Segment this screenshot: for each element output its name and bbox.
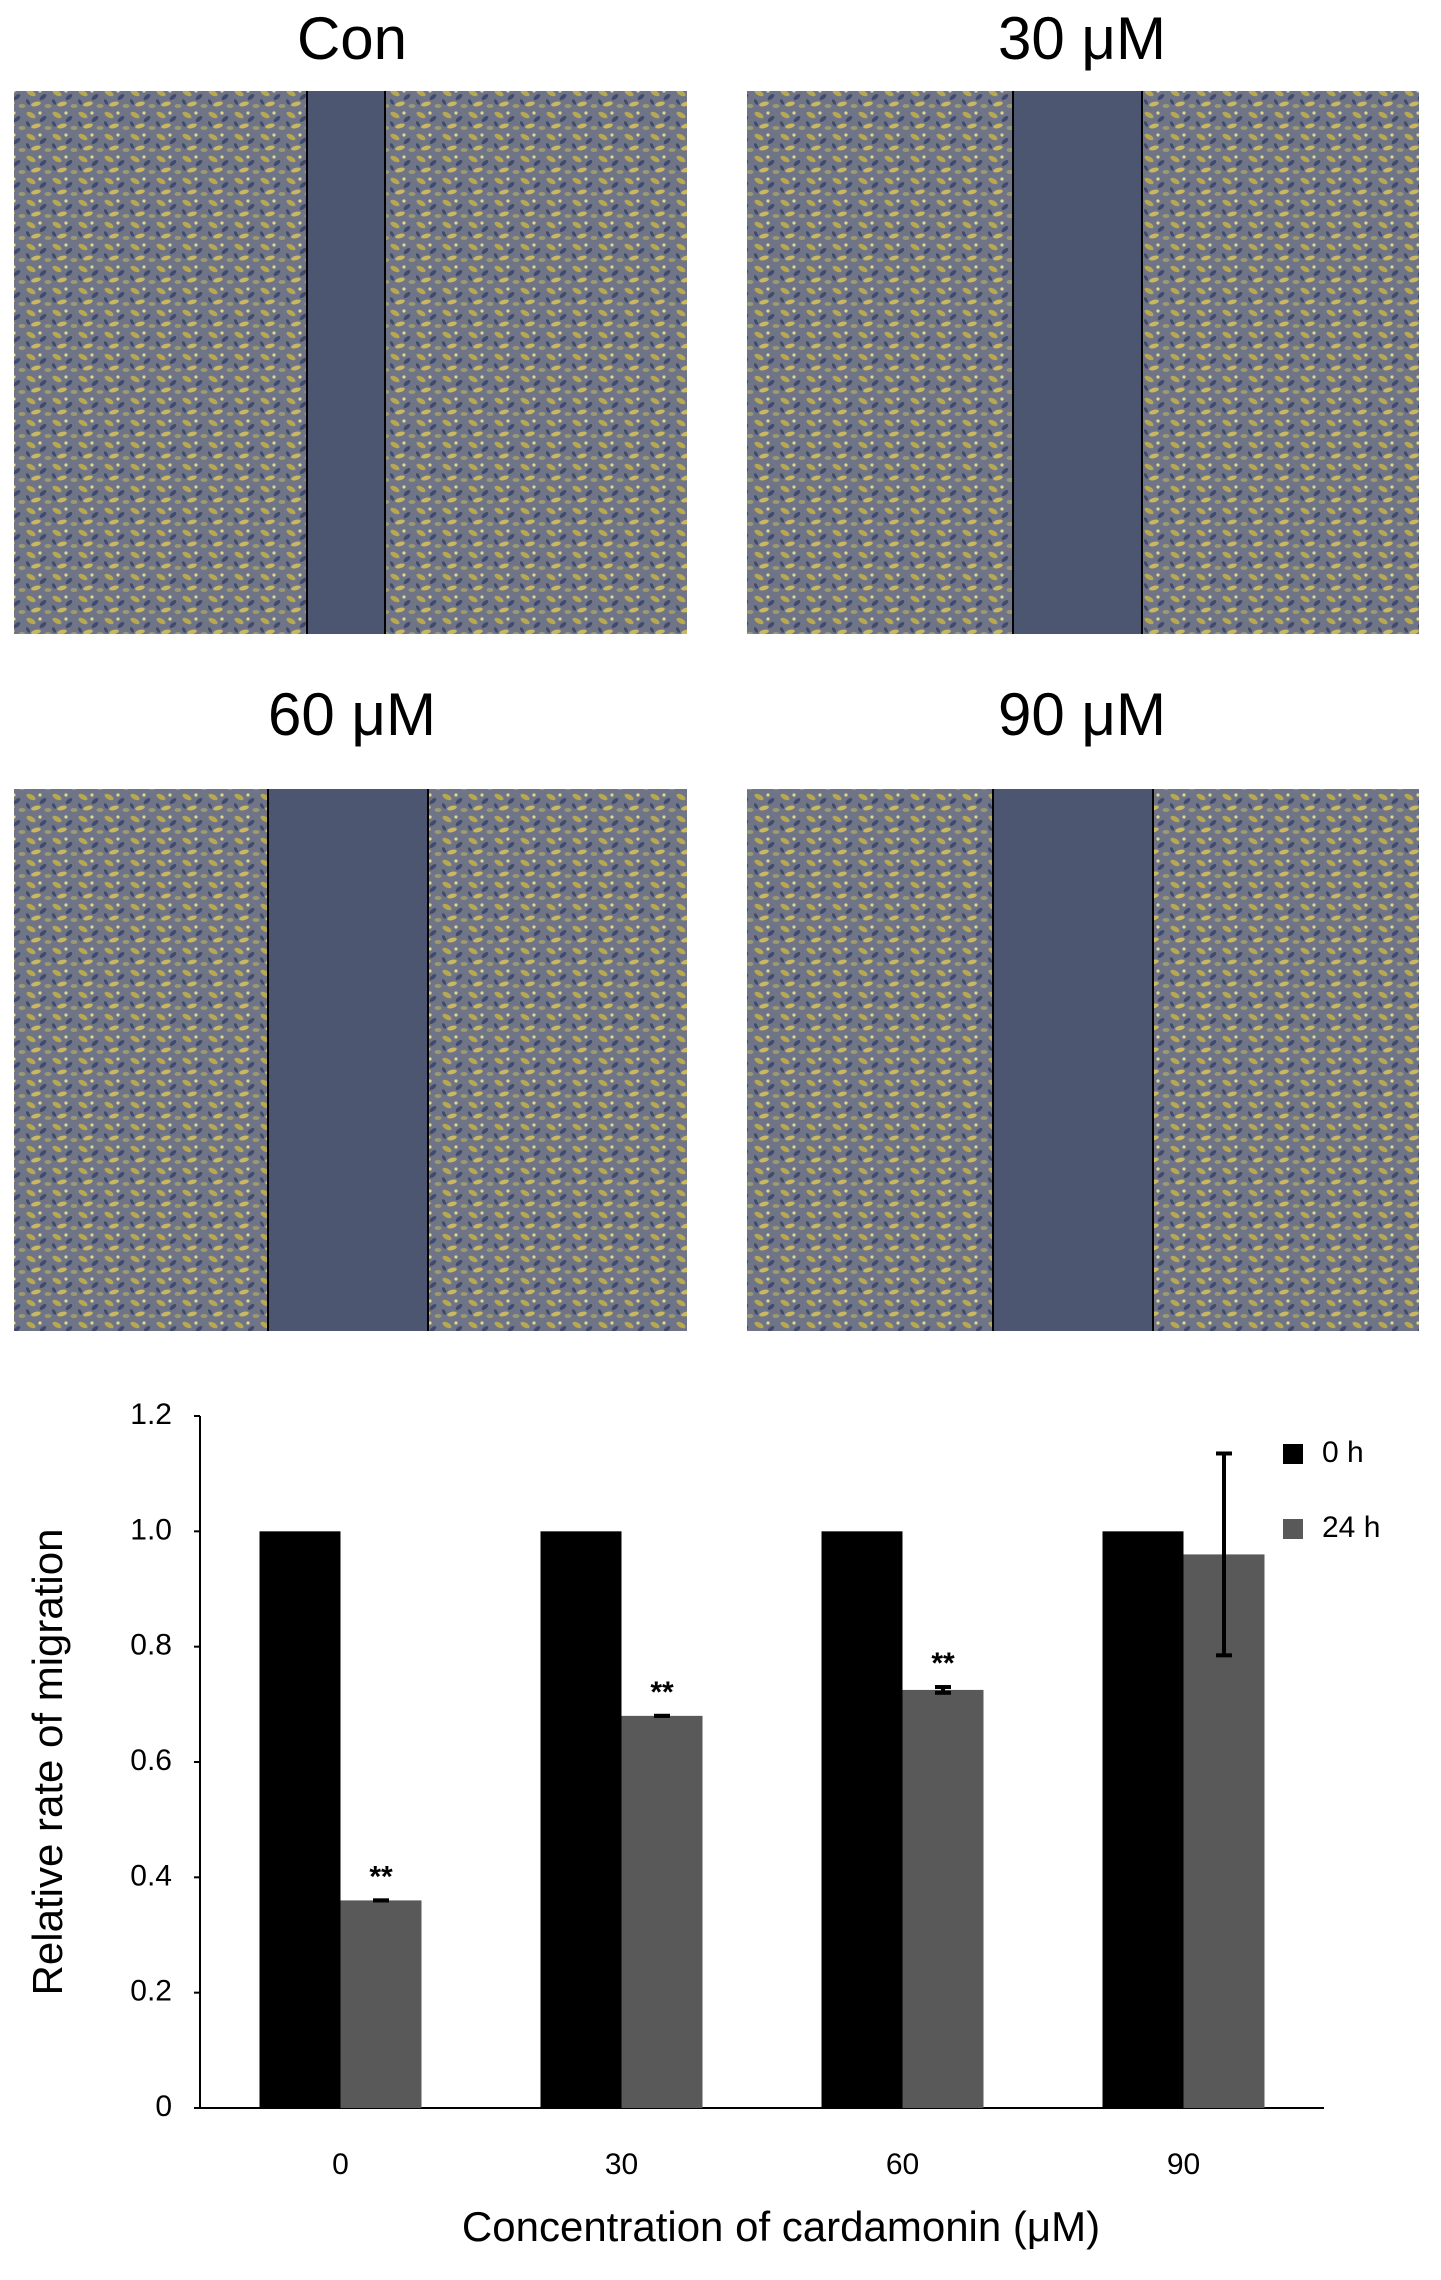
bar [621, 1715, 703, 2108]
legend-swatch [1283, 1444, 1303, 1464]
y-tick-label: 0.8 [130, 1629, 172, 1662]
y-tick-label: 1.2 [130, 1398, 172, 1431]
wound-gap [268, 789, 428, 1331]
y-tick-label: 0 [155, 2090, 172, 2123]
legend-swatch [1283, 1519, 1303, 1539]
panel-title: 60 μM [268, 681, 436, 748]
x-tick-label: 90 [1167, 2148, 1200, 2181]
x-tick-label: 60 [886, 2148, 919, 2181]
bar [340, 1900, 422, 2108]
wound-gap [307, 91, 385, 634]
y-axis-title: Relative rate of migration [24, 1529, 71, 1996]
panel-title: 90 μM [998, 681, 1166, 748]
y-tick-label: 1.0 [130, 1513, 172, 1546]
wound-gap [993, 789, 1153, 1331]
x-axis-title: Concentration of cardamonin (μM) [462, 2203, 1100, 2250]
x-tick-label: 30 [605, 2148, 638, 2181]
legend-label: 24 h [1322, 1511, 1380, 1544]
panel-title: Con [297, 5, 407, 72]
bar [821, 1531, 903, 2108]
bar [540, 1531, 622, 2108]
significance-mark: ** [369, 1860, 393, 1893]
x-tick-label: 0 [332, 2148, 349, 2181]
significance-mark: ** [931, 1647, 955, 1680]
bar [902, 1689, 984, 2108]
panel-title: 30 μM [998, 5, 1166, 72]
y-tick-label: 0.4 [130, 1859, 172, 1892]
legend-label: 0 h [1322, 1436, 1364, 1469]
bar [1102, 1531, 1184, 2108]
significance-mark: ** [650, 1676, 674, 1709]
y-tick-label: 0.2 [130, 1975, 172, 2008]
micrographs: Con 30 μM 60 μM 90 μM [14, 5, 1419, 1331]
bar [259, 1531, 341, 2108]
y-tick-label: 0.6 [130, 1744, 172, 1777]
wound-gap [1013, 91, 1142, 634]
